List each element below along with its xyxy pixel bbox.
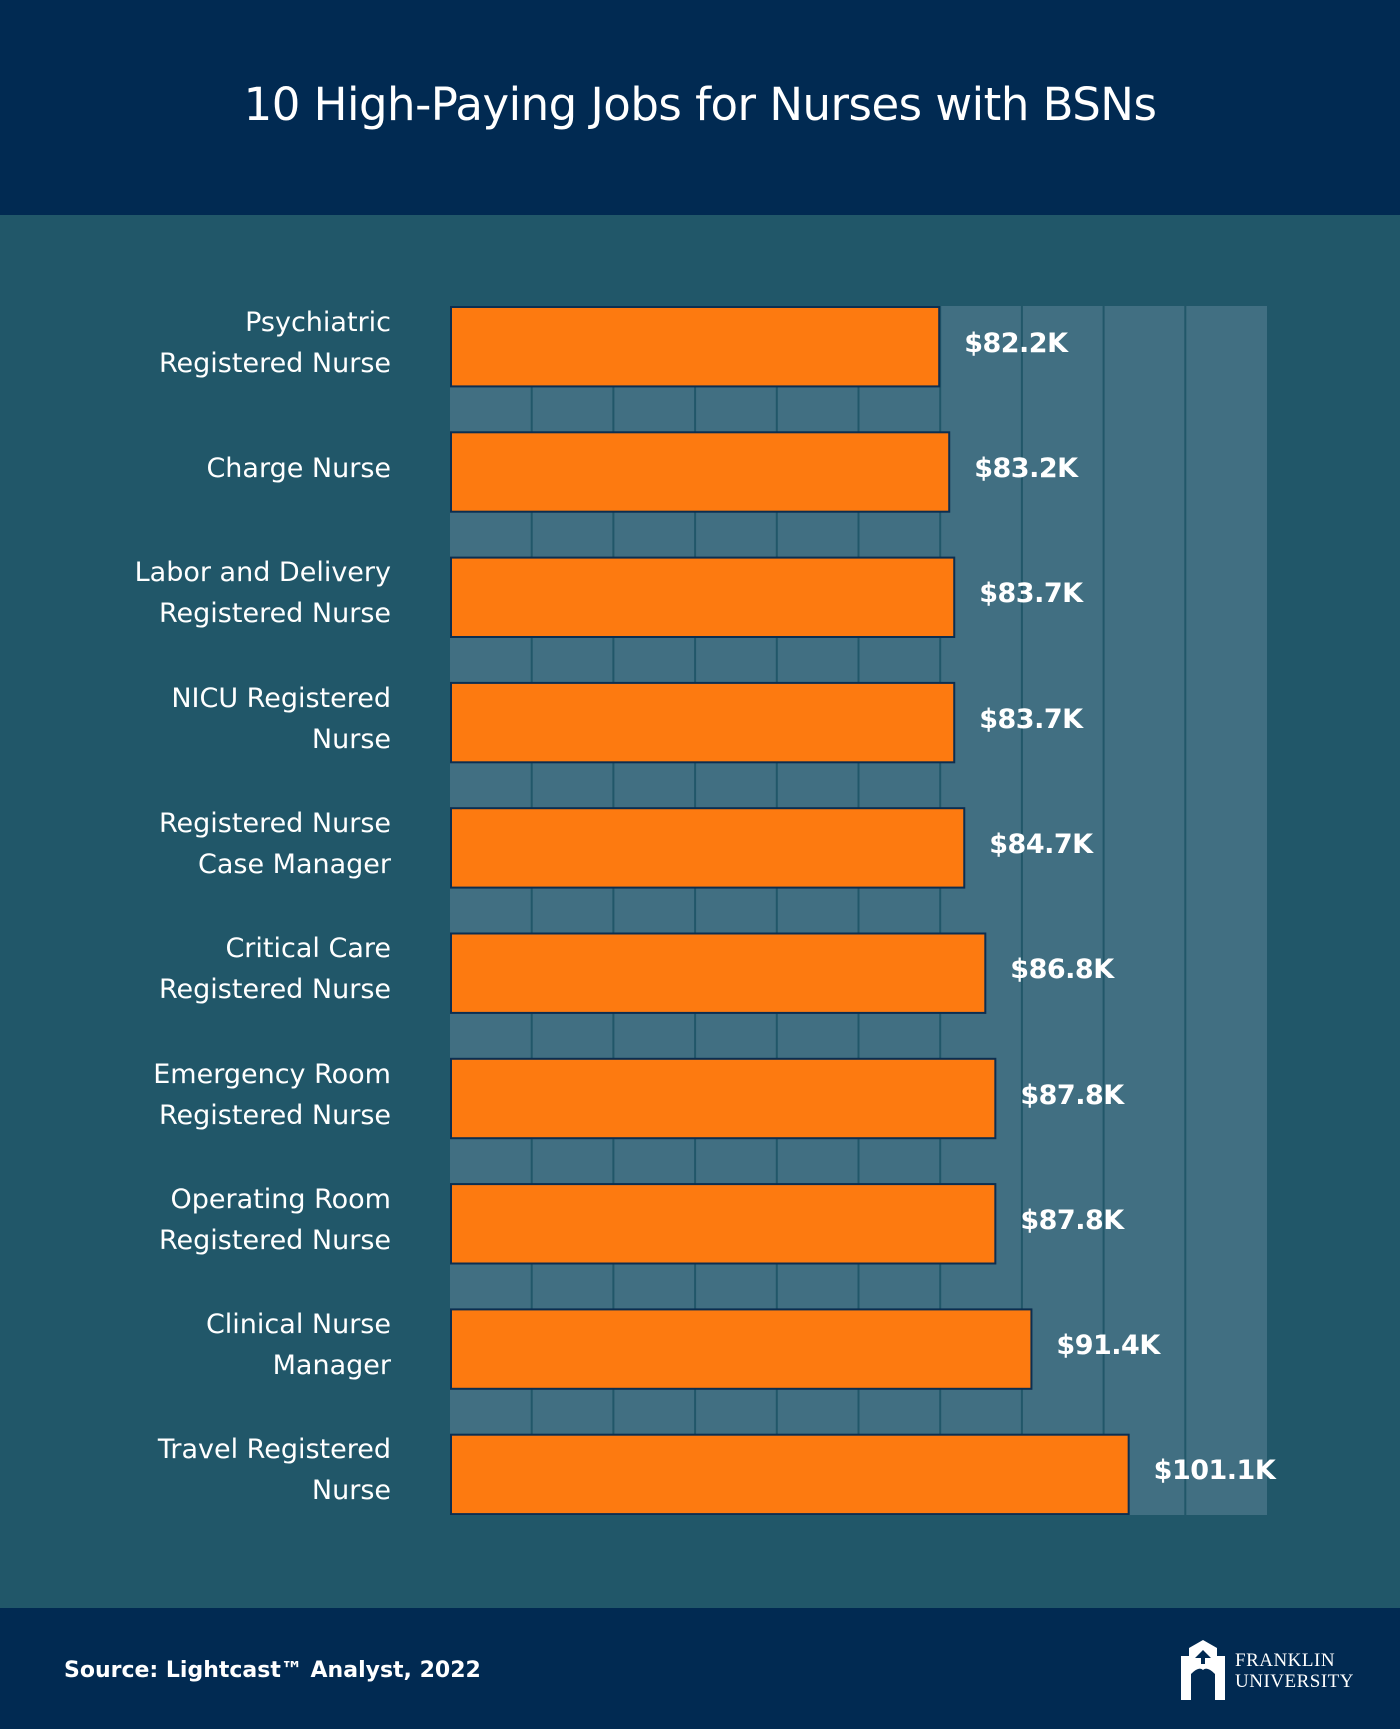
bar xyxy=(450,1057,997,1140)
category-label-line: Registered Nurse xyxy=(159,1099,391,1131)
category-label-line: Psychiatric xyxy=(245,306,391,338)
franklin-university-logo: FRANKLIN UNIVERSITY xyxy=(1177,1640,1357,1700)
chart-title: 10 High-Paying Jobs for Nurses with BSNs xyxy=(243,78,1157,131)
category-label: Clinical Nurse Manager xyxy=(31,1304,391,1386)
value-label: $87.8K xyxy=(1020,1204,1124,1236)
bar xyxy=(450,1183,997,1265)
category-label-line: Case Manager xyxy=(197,848,391,880)
bar xyxy=(450,556,956,639)
value-label: $83.7K xyxy=(979,703,1083,735)
category-label-line: Travel Registered xyxy=(157,1434,391,1466)
logo-line2: UNIVERSITY xyxy=(1235,1671,1354,1692)
value-label: $82.2K xyxy=(964,327,1068,359)
category-label-line: Registered Nurse xyxy=(159,347,391,379)
bar xyxy=(450,431,951,513)
category-label-line: Registered Nurse xyxy=(159,598,391,630)
category-label: Emergency Room Registered Nurse xyxy=(31,1054,391,1136)
bar xyxy=(450,1308,1033,1390)
value-label: $87.8K xyxy=(1020,1079,1124,1111)
footer: Source: Lightcast™ Analyst, 2022 FRANKLI… xyxy=(0,1608,1400,1729)
value-label: $84.7K xyxy=(989,828,1093,860)
source-note: Source: Lightcast™ Analyst, 2022 xyxy=(64,1658,481,1683)
category-label: Critical Care Registered Nurse xyxy=(31,928,391,1010)
category-label: Operating Room Registered Nurse xyxy=(31,1179,391,1261)
plot-area xyxy=(450,306,1267,1515)
value-label: $86.8K xyxy=(1010,954,1114,986)
bar xyxy=(450,681,956,764)
bar xyxy=(450,932,987,1014)
category-label-line: Emergency Room xyxy=(153,1058,391,1090)
logo-arch-icon xyxy=(1181,1640,1225,1700)
value-label: $83.2K xyxy=(974,453,1078,484)
category-label: Charge Nurse xyxy=(31,448,391,489)
category-label: Labor and Delivery Registered Nurse xyxy=(31,552,391,634)
category-label-line: NICU Registered xyxy=(171,682,391,714)
category-label-line: Critical Care xyxy=(225,933,391,965)
bar xyxy=(450,807,966,889)
bar xyxy=(450,306,941,388)
header: 10 High-Paying Jobs for Nurses with BSNs xyxy=(0,0,1400,215)
logo-line1: FRANKLIN xyxy=(1235,1650,1336,1671)
category-label-line: Clinical Nurse xyxy=(205,1309,391,1341)
category-label: Travel Registered Nurse xyxy=(31,1429,391,1511)
category-label-line: Registered Nurse xyxy=(159,974,391,1006)
value-label: $101.1K xyxy=(1153,1455,1276,1487)
value-label: $91.4K xyxy=(1056,1330,1160,1362)
category-label: Psychiatric Registered Nurse xyxy=(31,302,391,384)
category-label: Registered Nurse Case Manager xyxy=(31,803,391,885)
category-label: NICU Registered Nurse xyxy=(31,678,391,760)
category-label-line: Operating Room xyxy=(170,1183,391,1215)
category-label-line: Labor and Delivery xyxy=(134,557,391,589)
value-label: $83.7K xyxy=(979,578,1083,610)
category-label-line: Registered Nurse xyxy=(159,1224,391,1256)
bar xyxy=(450,1433,1130,1515)
category-label-line: Registered Nurse xyxy=(159,807,391,839)
category-label-line: Manager xyxy=(272,1350,391,1382)
category-label-line: Nurse xyxy=(311,1475,391,1507)
category-label-line: Nurse xyxy=(311,723,391,755)
category-label-line: Charge Nurse xyxy=(206,452,391,484)
bar-chart xyxy=(450,306,1187,1515)
